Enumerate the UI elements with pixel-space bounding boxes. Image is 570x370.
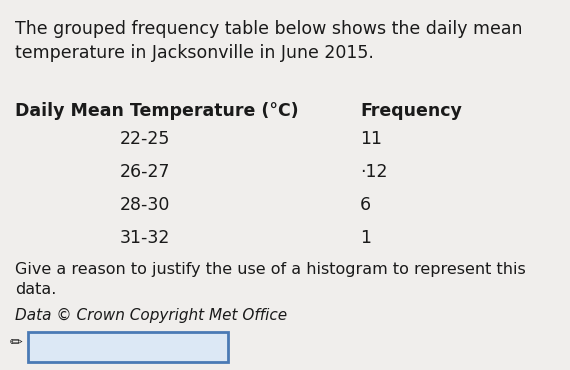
Text: 28-30: 28-30: [120, 196, 170, 214]
Text: 22-25: 22-25: [120, 130, 170, 148]
Text: 1: 1: [360, 229, 371, 247]
Text: Frequency: Frequency: [360, 102, 462, 120]
Text: 31-32: 31-32: [120, 229, 170, 247]
Text: 11: 11: [360, 130, 382, 148]
Text: 6: 6: [360, 196, 371, 214]
Text: Give a reason to justify the use of a histogram to represent this
data.: Give a reason to justify the use of a hi…: [15, 262, 526, 297]
Text: 26-27: 26-27: [120, 163, 170, 181]
Text: ✏: ✏: [10, 335, 23, 350]
Text: Daily Mean Temperature (°C): Daily Mean Temperature (°C): [15, 102, 299, 120]
Text: The grouped frequency table below shows the daily mean
temperature in Jacksonvil: The grouped frequency table below shows …: [15, 20, 523, 62]
FancyBboxPatch shape: [28, 332, 228, 362]
Text: ·12: ·12: [360, 163, 388, 181]
Text: Data © Crown Copyright Met Office: Data © Crown Copyright Met Office: [15, 308, 287, 323]
